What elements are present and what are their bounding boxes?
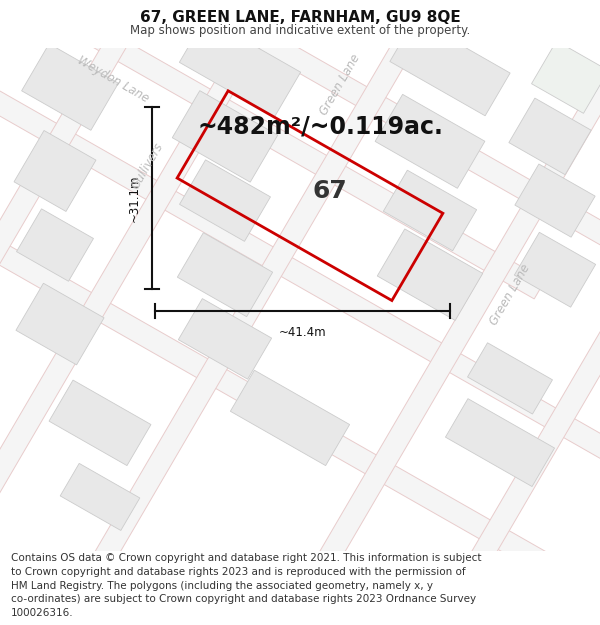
Polygon shape (365, 0, 600, 625)
Polygon shape (230, 370, 350, 466)
Polygon shape (16, 283, 104, 365)
Polygon shape (14, 131, 96, 211)
Polygon shape (0, 221, 600, 625)
Polygon shape (0, 0, 600, 338)
Text: Green Lane: Green Lane (317, 52, 362, 118)
Polygon shape (0, 0, 545, 299)
Polygon shape (49, 380, 151, 466)
Text: 67: 67 (313, 179, 347, 202)
Polygon shape (265, 0, 600, 625)
Polygon shape (509, 98, 591, 175)
Polygon shape (467, 342, 553, 414)
Polygon shape (532, 41, 600, 113)
Text: Contains OS data © Crown copyright and database right 2021. This information is : Contains OS data © Crown copyright and d… (11, 554, 481, 618)
Polygon shape (60, 463, 140, 531)
Polygon shape (178, 299, 272, 379)
Polygon shape (383, 170, 476, 251)
Text: 67, GREEN LANE, FARNHAM, GU9 8QE: 67, GREEN LANE, FARNHAM, GU9 8QE (140, 9, 460, 24)
Polygon shape (179, 18, 301, 117)
Polygon shape (445, 399, 554, 486)
Polygon shape (0, 43, 600, 506)
Polygon shape (179, 160, 271, 241)
Polygon shape (377, 229, 483, 321)
Polygon shape (0, 0, 284, 546)
Polygon shape (375, 94, 485, 188)
Text: ~31.1m: ~31.1m (128, 174, 140, 222)
Polygon shape (172, 91, 278, 182)
Text: ~482m²/~0.119ac.: ~482m²/~0.119ac. (197, 114, 443, 139)
Polygon shape (390, 19, 510, 116)
Text: Green Lane: Green Lane (487, 262, 533, 328)
Polygon shape (0, 0, 389, 596)
Polygon shape (515, 164, 595, 237)
Polygon shape (76, 0, 545, 596)
Polygon shape (22, 44, 118, 130)
Polygon shape (178, 232, 272, 317)
Text: Map shows position and indicative extent of the property.: Map shows position and indicative extent… (130, 24, 470, 37)
Text: ~41.4m: ~41.4m (278, 326, 326, 339)
Text: Gullivers: Gullivers (128, 141, 166, 192)
Polygon shape (17, 209, 94, 281)
Text: Weydon Lane: Weydon Lane (75, 53, 151, 105)
Polygon shape (514, 232, 596, 307)
